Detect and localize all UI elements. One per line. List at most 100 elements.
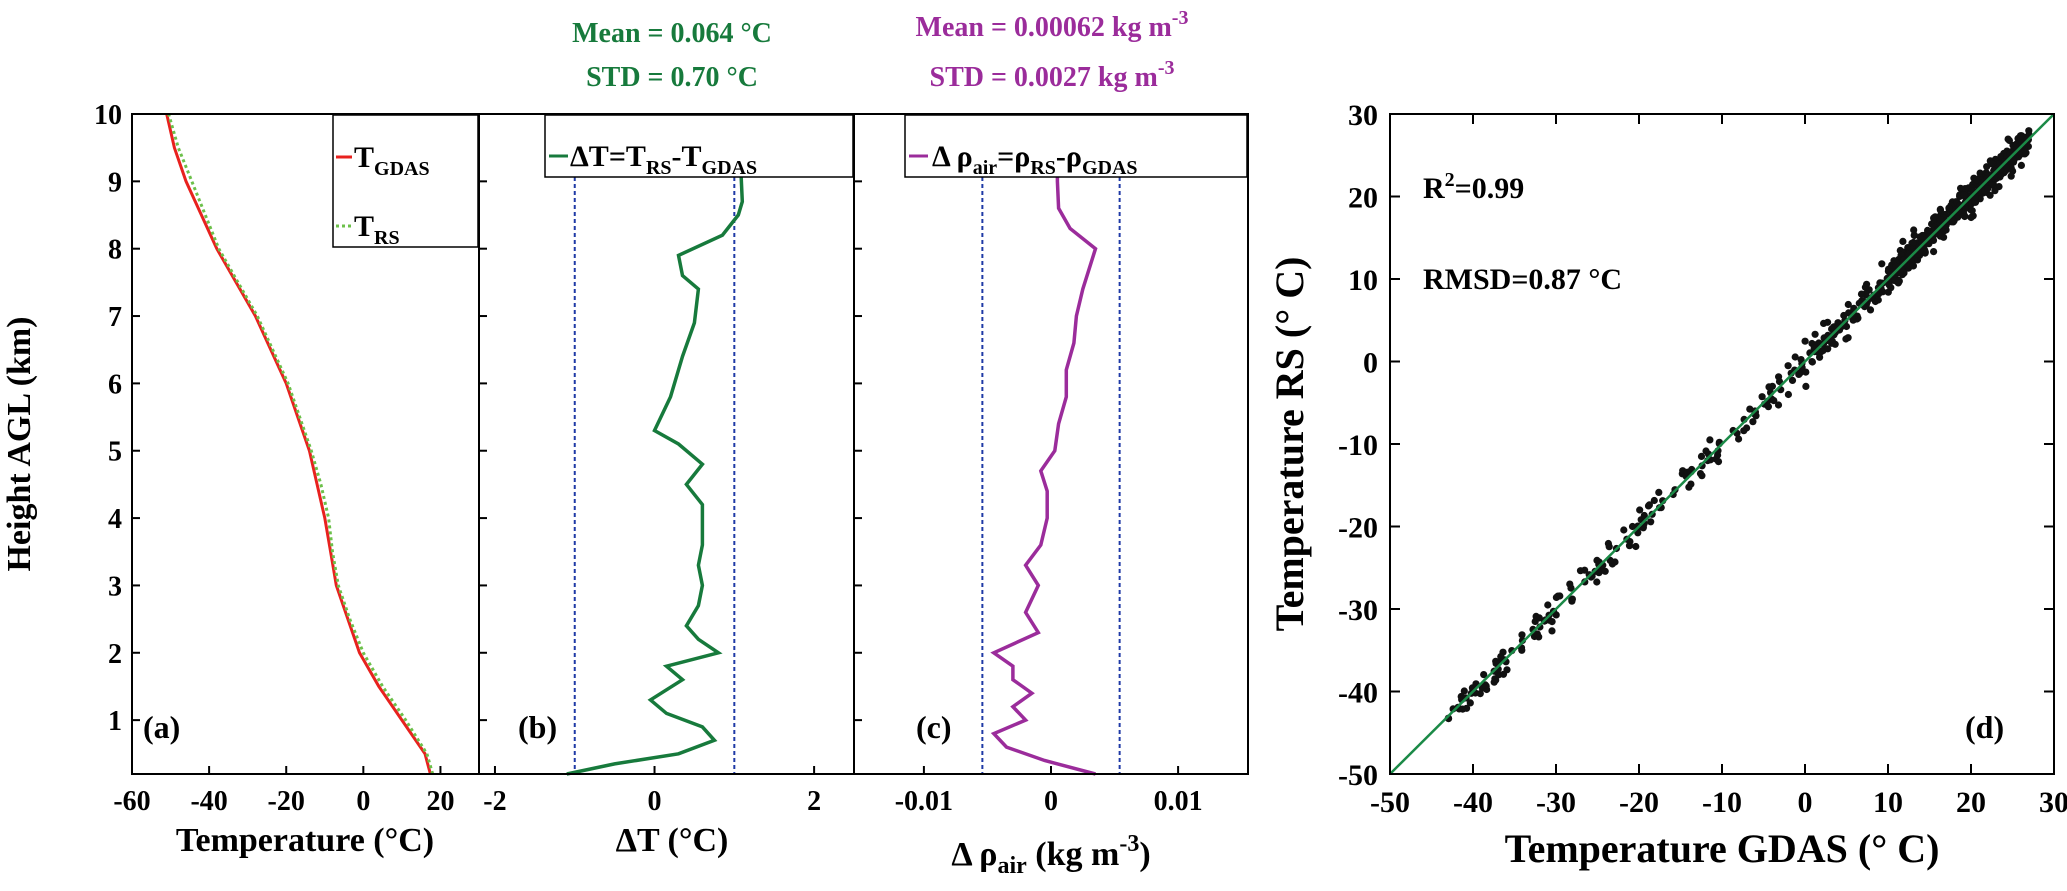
scatter-point	[2022, 149, 2030, 157]
scatter-point	[2025, 127, 2033, 135]
scatter-point	[1844, 300, 1852, 309]
panel-a-legend-box	[332, 114, 479, 248]
scatter-point	[1802, 382, 1810, 390]
series-t-gdas	[165, 113, 432, 775]
scatter-point	[1802, 368, 1810, 376]
panel-a-ylabel: Height AGL (km)	[1, 316, 38, 571]
scatter-point	[2007, 172, 2015, 180]
scatter-point	[1811, 330, 1819, 338]
legend-deltarho-label: Δ ρair=ρRS-ρGDAS	[932, 140, 1138, 179]
panel-a: -60 -40 -20 0 20 1 2 3 4 5 6 7 8 9 10 (a) Temperature…	[1, 100, 480, 859]
panel-d-rmsd: RMSD=0.87 °C	[1423, 263, 1622, 296]
scatter-point	[1533, 630, 1541, 638]
series-delta-t	[566, 113, 745, 776]
ytick-label: 7	[108, 302, 122, 333]
panel-c-label: (c)	[916, 709, 952, 745]
scatter-point	[1481, 681, 1489, 689]
scatter-point	[1967, 213, 1975, 222]
scatter-point	[1816, 353, 1824, 361]
scatter-point	[1986, 191, 1994, 199]
ytick-label: 10	[94, 100, 122, 131]
scatter-point	[1801, 337, 1809, 345]
scatter-point	[1593, 578, 1601, 586]
scatter-point	[1696, 470, 1705, 478]
scatter-point	[1601, 567, 1609, 575]
ytick-label: -20	[1338, 512, 1378, 545]
scatter-point	[2005, 136, 2013, 145]
panel-c-legend-box	[904, 114, 1248, 178]
scatter-point	[1620, 526, 1628, 534]
xtick-label: -10	[1702, 786, 1742, 819]
scatter-point	[1645, 501, 1653, 509]
scatter-point	[1909, 262, 1917, 270]
scatter-point	[1714, 458, 1723, 466]
scatter-point	[1808, 358, 1816, 366]
scatter-point	[1844, 334, 1852, 342]
scatter-point	[1632, 542, 1640, 551]
xtick-label: 0	[648, 786, 662, 817]
panel-c-frame	[853, 113, 1249, 775]
scatter-point	[1788, 376, 1797, 384]
xtick-label: -60	[113, 786, 150, 817]
scatter-point	[1866, 306, 1875, 314]
ytick-label: 9	[108, 167, 122, 198]
ytick-label: 30	[1348, 99, 1378, 132]
scatter-point	[1960, 191, 1968, 199]
scatter-point	[2017, 161, 2025, 169]
ytick-label: 0	[1363, 347, 1378, 380]
scatter-point	[1518, 646, 1526, 654]
xtick-label: 10	[1873, 786, 1903, 819]
scatter-point	[1476, 690, 1484, 698]
scatter-point	[1685, 483, 1693, 491]
scatter-point	[1740, 427, 1748, 435]
xtick-label: -20	[268, 786, 305, 817]
panel-a-label: (a)	[143, 709, 180, 745]
xtick-label: -50	[1370, 786, 1410, 819]
panel-d: -50 -40 -30 -20 -10 0 10 20 30 -50 -40 -30 -20 -10 0 1…	[1267, 99, 2067, 871]
ytick-label: -10	[1338, 429, 1378, 462]
xtick-label: 0	[1798, 786, 1813, 819]
scatter-point	[1628, 522, 1637, 531]
xtick-label: -30	[1536, 786, 1576, 819]
scatter-point	[1824, 345, 1832, 353]
scatter-point	[1766, 384, 1774, 392]
scatter-point	[1861, 283, 1869, 291]
ytick-label: 2	[108, 639, 122, 670]
scatter-point	[1818, 347, 1826, 355]
panel-c-mean: Mean = 0.00062 kg m-3	[916, 7, 1189, 43]
scatter-point	[1961, 212, 1969, 220]
scatter-point	[1466, 699, 1474, 707]
legend-trs-label: TRS	[354, 210, 400, 249]
xtick-label: -2	[483, 786, 506, 817]
legend-tgdas-label: TGDAS	[354, 141, 430, 180]
scatter-point	[1605, 543, 1613, 551]
xtick-label: 0	[356, 786, 370, 817]
panel-c: -0.01 0 0.01 (c) Δ ρair (kg m-3) Mean = 0.…	[853, 7, 1249, 879]
scatter-point	[1548, 627, 1556, 635]
scatter-point	[1797, 356, 1805, 364]
scatter-point	[1640, 511, 1648, 520]
panel-d-xlabel: Temperature GDAS (° C)	[1505, 826, 1940, 871]
scatter-point	[2007, 164, 2015, 172]
scatter-point	[1552, 593, 1560, 602]
scatter-point	[1971, 198, 1980, 206]
scatter-point	[1945, 204, 1953, 212]
scatter-point	[1503, 666, 1511, 674]
scatter-point	[1655, 488, 1663, 496]
xtick-label: 20	[1956, 786, 1986, 819]
scatter-point	[1460, 687, 1468, 695]
xtick-label: -40	[1453, 786, 1493, 819]
ytick-label: 10	[1348, 264, 1378, 297]
scatter-point	[1749, 418, 1757, 426]
xtick-label: -0.01	[895, 786, 953, 817]
xtick-label: 0	[1044, 786, 1058, 817]
scatter-point	[1936, 206, 1945, 214]
scatter-point	[1997, 153, 2005, 161]
xtick-label: 30	[2039, 786, 2067, 819]
scatter-point	[1566, 580, 1574, 588]
scatter-point	[1957, 184, 1965, 192]
ytick-label: -50	[1338, 759, 1378, 792]
scatter-point	[1899, 237, 1907, 245]
scatter-point	[1885, 281, 1893, 289]
panel-a-xlabel: Temperature (°C)	[176, 822, 434, 859]
